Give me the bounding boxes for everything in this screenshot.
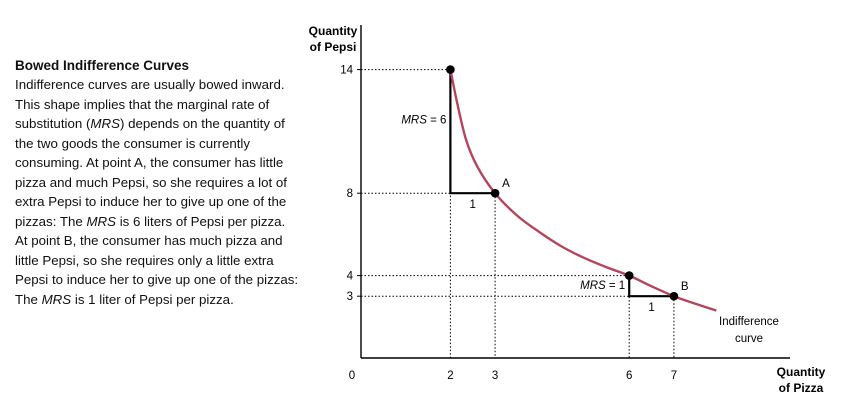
x-tick-label: 3 (492, 370, 498, 382)
mrs-term: MRS (401, 114, 427, 126)
point-label: B (681, 281, 689, 293)
indifference-curve (449, 69, 717, 312)
x-tick-label: 2 (447, 370, 453, 382)
mrs-triangle (628, 275, 674, 298)
curve-label-line2: curve (735, 333, 763, 345)
curve-point (446, 65, 455, 74)
mrs-rise-label: MRS = 6 (401, 114, 446, 126)
caption-title: Bowed Indifference Curves (15, 58, 190, 73)
guide-lines (361, 69, 675, 358)
caption-text: is 1 liter of Pepsi per pizza. (71, 291, 234, 307)
mrs-term: MRS (580, 280, 606, 292)
caption-term: MRS (86, 213, 117, 229)
curve-point (490, 188, 500, 198)
y-axis-label-line2: of Pepsi (310, 40, 357, 54)
figure-caption: Bowed Indifference Curves Indifference c… (15, 56, 300, 309)
point-label: A (502, 178, 510, 190)
mrs-rise-label: MRS = 1 (580, 280, 625, 292)
y-tick-label: 8 (347, 188, 353, 200)
y-tick-label: 4 (347, 271, 354, 283)
caption-text: is 6 liters of Pepsi per pizza. At point… (15, 213, 299, 307)
y-axis-label-line1: Quantity (309, 24, 358, 38)
y-tick-label: 3 (347, 291, 353, 303)
mrs-run-label: 1 (470, 199, 476, 211)
caption-term: MRS (41, 291, 72, 307)
caption-text: ) depends on the quantity of the two goo… (15, 116, 287, 229)
mrs-triangles: MRS = 6 1 MRS = 1 1 (401, 69, 674, 314)
x-tick-label: 6 (626, 370, 632, 382)
origin-label: 0 (349, 370, 355, 382)
tick-labels: 3 4 8 14 2 3 6 7 (340, 65, 677, 382)
mrs-triangle (449, 69, 496, 195)
curve-label-line1: Indifference (719, 316, 779, 328)
mrs-run-label: 1 (648, 302, 654, 314)
x-axis-label-line2: of Pizza (779, 381, 824, 395)
y-tick-label: 14 (340, 65, 353, 77)
curve-point (669, 291, 679, 301)
caption-term: MRS (90, 116, 120, 131)
x-axis-label-line1: Quantity (777, 365, 826, 379)
caption-body: Indifference curves are usually bowed in… (15, 75, 300, 309)
curve-points: AB (446, 65, 689, 301)
curve-point (624, 271, 634, 280)
caption-text: Indifference curves are usually bowed in… (15, 77, 285, 131)
x-tick-label: 7 (671, 370, 677, 382)
